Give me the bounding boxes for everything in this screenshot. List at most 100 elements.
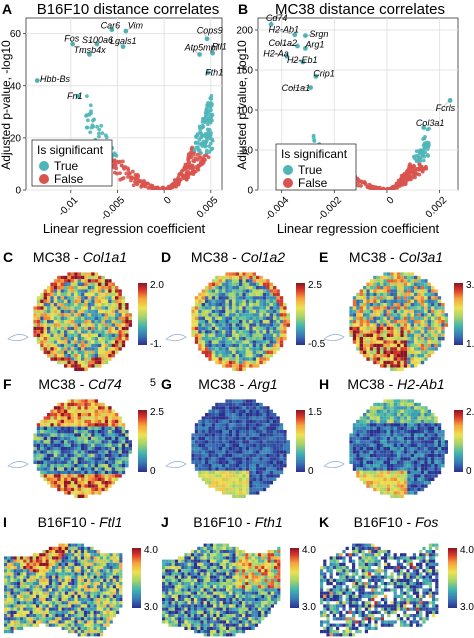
- spot: [228, 457, 233, 461]
- spot: [42, 556, 46, 560]
- spot: [407, 320, 411, 324]
- spot: [266, 333, 270, 337]
- y-tick-label: 200: [236, 26, 253, 37]
- spot: [81, 326, 85, 331]
- spot: [259, 292, 263, 297]
- spot: [390, 470, 394, 475]
- spot: [262, 447, 267, 451]
- spot: [403, 360, 408, 365]
- spot: [50, 460, 54, 464]
- spot: [407, 350, 411, 354]
- spot: [198, 316, 202, 320]
- spot: [417, 320, 421, 324]
- spot: [414, 457, 418, 461]
- spot: [60, 360, 64, 365]
- spot: [101, 303, 105, 307]
- spot: [74, 436, 78, 441]
- spot: [36, 430, 41, 434]
- spot: [64, 330, 68, 334]
- spot: [239, 272, 243, 276]
- tissue-edge-artifact: [165, 461, 187, 468]
- spot: [228, 292, 233, 297]
- gene-label: Tmsb4x: [74, 45, 107, 55]
- spot: [108, 309, 112, 314]
- spot: [407, 313, 411, 317]
- spot: [225, 340, 229, 344]
- spot: [242, 360, 246, 365]
- spot: [194, 453, 199, 458]
- spot: [228, 450, 233, 454]
- spot: [410, 477, 414, 481]
- spot: [235, 299, 239, 303]
- spot: [242, 487, 246, 492]
- spot: [215, 436, 219, 441]
- spot: [91, 484, 95, 488]
- spot: [359, 474, 363, 478]
- spot: [420, 406, 425, 410]
- spot: [101, 292, 105, 297]
- spot: [403, 423, 408, 427]
- spot: [352, 337, 357, 341]
- spot: [228, 333, 233, 337]
- non-significant-point: [119, 163, 124, 168]
- spot: [410, 303, 414, 307]
- spot: [91, 354, 95, 358]
- spot: [191, 436, 195, 441]
- spot: [266, 416, 270, 420]
- spot: [205, 423, 209, 427]
- spot: [417, 484, 421, 488]
- spot: [359, 467, 363, 471]
- spot: [252, 299, 256, 303]
- spot: [50, 457, 54, 461]
- spot: [91, 347, 95, 351]
- spot: [239, 309, 243, 314]
- spot: [70, 275, 75, 280]
- spot: [67, 330, 71, 334]
- spot: [279, 337, 284, 341]
- spot: [47, 303, 51, 307]
- spot: [434, 323, 438, 327]
- spot: [36, 426, 41, 430]
- spot: [225, 309, 229, 314]
- spot: [91, 491, 95, 495]
- spot: [228, 406, 233, 410]
- spot: [40, 470, 44, 475]
- spot: [403, 347, 408, 351]
- spot: [205, 453, 209, 458]
- spot: [67, 453, 71, 458]
- spot: [81, 275, 85, 280]
- spot: [211, 481, 216, 485]
- spot: [53, 299, 58, 303]
- spot: [111, 447, 115, 451]
- spot: [225, 433, 229, 437]
- spot: [194, 306, 199, 310]
- spot: [222, 333, 226, 337]
- spot: [67, 337, 71, 341]
- spot: [67, 484, 71, 488]
- spot: [269, 326, 273, 331]
- spot: [437, 423, 442, 427]
- spot: [427, 323, 431, 327]
- spot: [356, 316, 360, 320]
- spot: [252, 343, 256, 348]
- spot: [87, 364, 92, 368]
- gene-label-leader: [274, 29, 295, 36]
- spot: [252, 426, 256, 430]
- spot: [273, 347, 277, 351]
- spot: [70, 399, 75, 403]
- spot: [211, 436, 216, 441]
- spot: [249, 487, 253, 492]
- spot: [84, 457, 88, 461]
- spot: [262, 413, 267, 417]
- spot: [437, 313, 442, 317]
- spot: [201, 474, 205, 478]
- spot: [47, 286, 51, 290]
- spot: [417, 303, 421, 307]
- spot: [369, 409, 374, 413]
- spot: [47, 326, 51, 331]
- spot: [118, 447, 122, 451]
- spot: [36, 447, 41, 451]
- spot: [77, 286, 81, 290]
- spot: [420, 413, 425, 417]
